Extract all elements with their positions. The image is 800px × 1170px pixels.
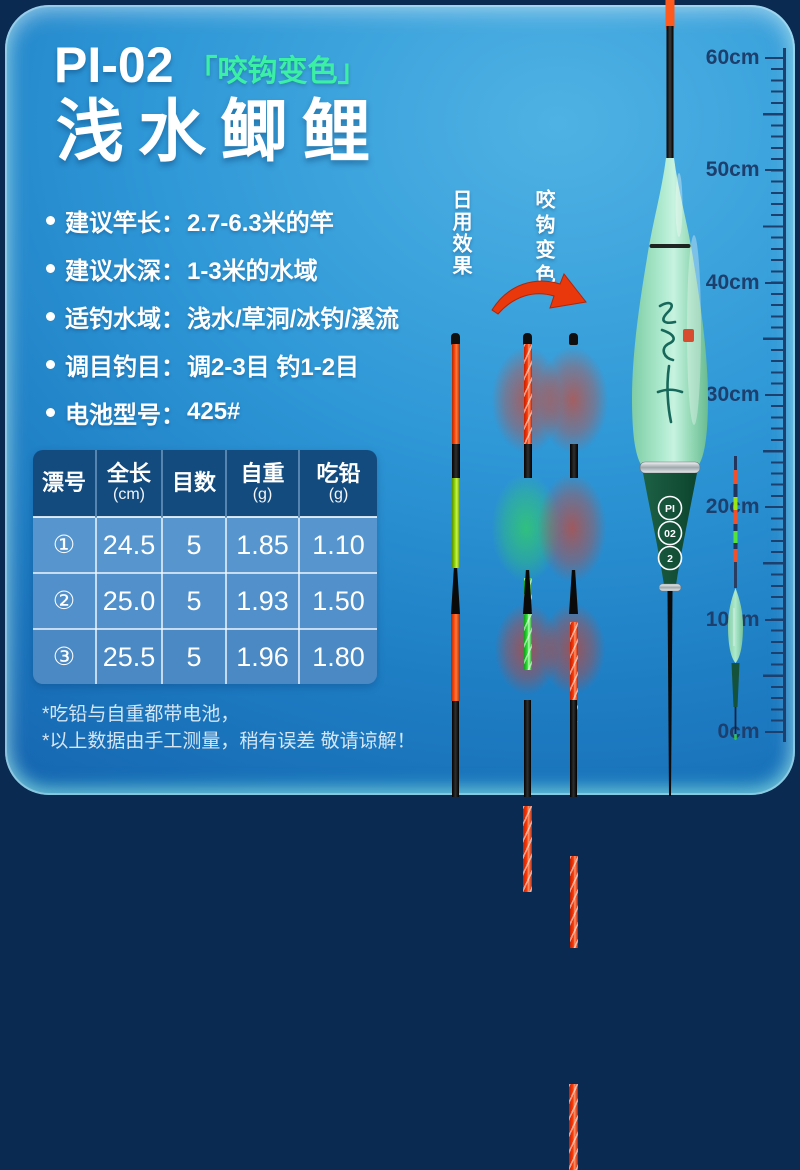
spec-table: 漂号 全长 (cm) 目数 自重 (g) 吃铅 (g) ① 24.5 5 1.85 1.10 … [33, 450, 377, 684]
ruler-label-40cm: 40cm [706, 270, 786, 296]
antenna-stem [524, 700, 531, 797]
ruler-label-20cm: 20cm [706, 494, 786, 520]
antenna-green-segment [451, 478, 460, 568]
col-header-number: 漂号 [33, 450, 96, 517]
antenna-black-band [523, 444, 532, 478]
table-row: ② 25.0 5 1.93 1.50 [33, 572, 377, 630]
spec-tuning: 调目钓目： 调2-3目 钓1-2目 [46, 340, 399, 388]
antenna-tip [451, 333, 460, 345]
silver-ring [658, 583, 682, 592]
antenna-stem [570, 700, 577, 797]
col-header-lead: 吃铅 (g) [298, 450, 377, 517]
antenna-stem [452, 701, 459, 797]
footnotes: *吃铅与自重都带电池， *以上数据由手工测量，稍有误差 敬请谅解！ [42, 701, 416, 755]
body-highlight [687, 235, 701, 425]
table-row: ① 24.5 5 1.85 1.10 [33, 516, 377, 574]
table-header-row: 漂号 全长 (cm) 目数 自重 (g) 吃铅 (g) [33, 450, 377, 517]
red-seal-stamp [683, 329, 694, 342]
model-code: PI-02 [54, 37, 174, 93]
table-row: ③ 25.5 5 1.96 1.80 [33, 628, 377, 684]
mini-keel [734, 707, 737, 734]
spec-rod-length: 建议竿长： 2.7-6.3米的竿 [46, 196, 399, 244]
big-float-cone [643, 473, 697, 585]
bullet-dot-icon [46, 359, 55, 369]
antenna-red-segment [451, 614, 460, 701]
antenna-red-lit-segment [569, 1084, 578, 1170]
bullet-dot-icon [46, 263, 55, 273]
antenna-red-lit-segment [569, 856, 578, 948]
page-title: 浅水鲫鲤 [56, 94, 385, 170]
antenna-red-lit-segment [523, 344, 532, 444]
mini-cone [731, 663, 740, 707]
curved-arrow-icon [491, 273, 587, 315]
mini-scale-float [728, 456, 743, 740]
ruler-label-50cm: 50cm [706, 157, 786, 183]
model-badge: PI 02 2 [657, 495, 683, 571]
col-header-weight: 自重 (g) [225, 450, 299, 517]
footnote-line: *吃铅与自重都带电池， [42, 704, 240, 725]
body-highlight [675, 173, 683, 237]
footnote-line: *以上数据由手工测量，稍有误差 敬请谅解！ [42, 731, 416, 752]
spec-list: 建议竿长： 2.7-6.3米的竿 建议水深： 1-3米的水域 适钓水域： 浅水/草洞/… [46, 196, 399, 436]
badge-text: 2 [667, 553, 673, 565]
ruler-label-60cm: 60cm [706, 45, 786, 71]
big-float-black-ring [649, 244, 691, 248]
product-infographic: { "header": { "model": "PI-02", "feature… [5, 0, 795, 1170]
label-daily-effect: 日用效果 [449, 189, 471, 277]
bullet-dot-icon [46, 407, 55, 417]
antenna-black-band [451, 444, 460, 478]
spec-battery: 电池型号： 425# [46, 388, 399, 436]
label-bite-color-change: 咬钩变色 [532, 189, 554, 289]
antenna-red-lit-segment [523, 806, 532, 892]
mini-antenna [733, 456, 738, 588]
big-float-product: PI 02 2 [632, 0, 708, 796]
brand-calligraphy [656, 301, 684, 424]
silver-collar [639, 461, 701, 474]
big-float-stem [666, 26, 674, 160]
big-float-orange-tip [665, 0, 675, 30]
mini-body [728, 588, 743, 663]
antenna-black-band [569, 444, 578, 478]
badge-text: PI [665, 503, 675, 515]
bullet-dot-icon [46, 311, 55, 321]
antenna-neck [451, 568, 460, 614]
antenna-red-segment [451, 344, 460, 444]
big-float-body [632, 158, 708, 466]
badge-text: 02 [664, 528, 676, 540]
spec-water-depth: 建议水深： 1-3米的水域 [46, 244, 399, 292]
ruler-label-30cm: 30cm [706, 382, 786, 408]
col-header-length: 全长 (cm) [95, 450, 162, 517]
spec-waters: 适钓水域： 浅水/草洞/冰钓/溪流 [46, 292, 399, 340]
col-header-marks: 目数 [161, 450, 226, 517]
header: PI-02 「咬钩变色」 [54, 40, 368, 90]
feature-tag: 「咬钩变色」 [187, 55, 368, 88]
ruler-medium-ticks [763, 113, 783, 681]
ruler-label-0cm: 0cm [717, 719, 786, 745]
bullet-dot-icon [46, 215, 55, 225]
antenna-tip [569, 333, 578, 345]
big-float-keel [667, 591, 673, 796]
mini-keel-tip [734, 734, 737, 740]
